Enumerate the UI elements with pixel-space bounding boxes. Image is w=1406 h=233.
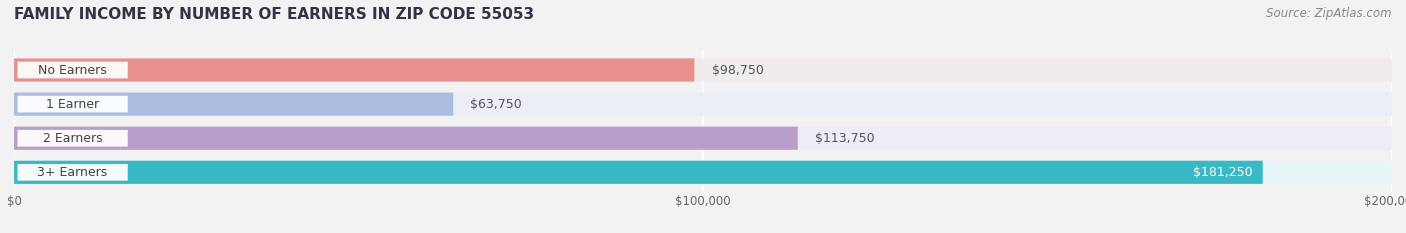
FancyBboxPatch shape [14, 161, 1263, 184]
FancyBboxPatch shape [14, 58, 695, 82]
Text: 2 Earners: 2 Earners [42, 132, 103, 145]
Text: $113,750: $113,750 [815, 132, 875, 145]
Text: $181,250: $181,250 [1192, 166, 1253, 179]
FancyBboxPatch shape [14, 127, 1392, 150]
FancyBboxPatch shape [14, 127, 797, 150]
Text: Source: ZipAtlas.com: Source: ZipAtlas.com [1267, 7, 1392, 20]
FancyBboxPatch shape [14, 93, 1392, 116]
FancyBboxPatch shape [14, 58, 1392, 82]
FancyBboxPatch shape [17, 96, 128, 113]
Text: No Earners: No Earners [38, 64, 107, 76]
Text: 3+ Earners: 3+ Earners [38, 166, 108, 179]
Text: $63,750: $63,750 [471, 98, 522, 111]
FancyBboxPatch shape [14, 93, 453, 116]
FancyBboxPatch shape [17, 62, 128, 78]
Text: 1 Earner: 1 Earner [46, 98, 100, 111]
Text: $98,750: $98,750 [711, 64, 763, 76]
FancyBboxPatch shape [14, 161, 1392, 184]
Text: FAMILY INCOME BY NUMBER OF EARNERS IN ZIP CODE 55053: FAMILY INCOME BY NUMBER OF EARNERS IN ZI… [14, 7, 534, 22]
FancyBboxPatch shape [17, 164, 128, 181]
FancyBboxPatch shape [17, 130, 128, 147]
